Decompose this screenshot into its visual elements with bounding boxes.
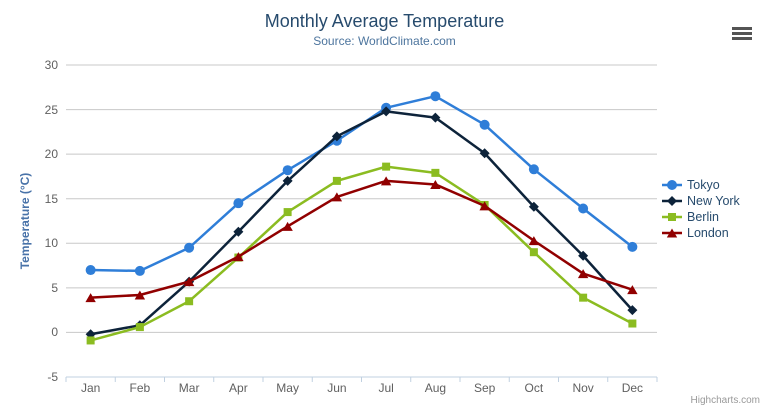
series-tokyo[interactable]: [85, 91, 638, 276]
legend-diamond-marker-icon: [662, 196, 682, 206]
triangle-marker-icon[interactable]: [282, 221, 293, 231]
square-marker-icon[interactable]: [529, 248, 538, 257]
y-axis-label: 30: [44, 58, 58, 72]
triangle-marker-icon[interactable]: [331, 192, 343, 202]
diamond-marker-icon[interactable]: [282, 175, 293, 186]
y-axis-label: 0: [51, 325, 58, 340]
diamond-marker-icon[interactable]: [528, 201, 539, 212]
diamond-marker-icon[interactable]: [331, 131, 342, 142]
legend-triangle-marker-icon: [662, 228, 682, 238]
x-axis-label: May: [276, 381, 299, 395]
circle-marker-icon[interactable]: [667, 180, 677, 190]
diamond-marker-icon[interactable]: [430, 112, 441, 123]
legend-item-berlin[interactable]: Berlin: [662, 209, 740, 225]
x-axis-label: Dec: [621, 381, 644, 395]
diamond-marker-icon[interactable]: [627, 305, 638, 316]
y-axis-label: -5: [47, 370, 58, 384]
square-marker-icon[interactable]: [283, 208, 292, 217]
y-axis-label: 25: [44, 102, 58, 117]
circle-marker-icon[interactable]: [233, 198, 244, 209]
series-new-york[interactable]: [85, 106, 638, 340]
square-marker-icon[interactable]: [579, 293, 588, 302]
x-axis-label: Jul: [378, 381, 394, 395]
legend-square-marker-icon: [662, 213, 682, 221]
credits-link[interactable]: Highcharts.com: [690, 395, 760, 406]
circle-marker-icon[interactable]: [627, 241, 638, 252]
export-menu-button[interactable]: [730, 20, 760, 46]
circle-marker-icon[interactable]: [134, 265, 145, 276]
circle-marker-icon[interactable]: [430, 91, 441, 102]
diamond-marker-icon[interactable]: [381, 106, 392, 117]
y-axis-label: 5: [51, 280, 58, 295]
x-axis-label: Oct: [524, 381, 544, 395]
triangle-marker-icon[interactable]: [666, 228, 678, 238]
square-marker-icon[interactable]: [382, 162, 391, 171]
triangle-marker-icon[interactable]: [479, 201, 490, 211]
square-marker-icon[interactable]: [431, 168, 440, 177]
x-axis-label: Mar: [178, 381, 200, 395]
series-line-berlin[interactable]: [89, 165, 634, 342]
x-axis-label: Sep: [473, 381, 496, 395]
diamond-marker-icon[interactable]: [667, 196, 677, 206]
diamond-marker-icon[interactable]: [233, 226, 244, 237]
legend-label: New York: [687, 194, 740, 208]
legend-item-tokyo[interactable]: Tokyo: [662, 177, 740, 193]
series-line-london[interactable]: [89, 179, 634, 299]
legend-item-london[interactable]: London: [662, 225, 740, 241]
series-line-tokyo[interactable]: [89, 94, 634, 273]
x-axis-label: Aug: [424, 381, 447, 395]
triangle-marker-icon[interactable]: [430, 179, 441, 189]
chart-subtitle: Source: WorldClimate.com: [313, 34, 456, 48]
circle-marker-icon[interactable]: [578, 203, 589, 214]
legend-label: Tokyo: [687, 178, 720, 192]
square-marker-icon[interactable]: [185, 297, 194, 306]
triangle-marker-icon[interactable]: [528, 236, 540, 246]
x-axis-label: Feb: [129, 381, 151, 395]
circle-marker-icon[interactable]: [85, 265, 96, 276]
triangle-marker-icon[interactable]: [183, 277, 195, 287]
circle-marker-icon[interactable]: [479, 119, 490, 130]
chart-title: Monthly Average Temperature: [264, 11, 505, 31]
y-axis-label: 10: [44, 236, 58, 251]
square-marker-icon[interactable]: [668, 213, 676, 221]
diamond-marker-icon[interactable]: [578, 250, 589, 261]
x-axis-label: Nov: [572, 381, 594, 395]
x-axis-label: Apr: [229, 381, 248, 395]
legend-label: London: [687, 226, 729, 240]
triangle-marker-icon[interactable]: [577, 269, 589, 279]
x-axis-label: Jan: [80, 381, 101, 395]
legend-circle-marker-icon: [662, 180, 682, 190]
triangle-marker-icon[interactable]: [233, 252, 244, 262]
triangle-marker-icon[interactable]: [85, 293, 96, 303]
legend: Tokyo New York Berlin London: [662, 177, 740, 241]
square-marker-icon[interactable]: [86, 336, 95, 345]
y-axis-label: 20: [44, 147, 58, 162]
y-axis-label: 15: [44, 191, 58, 206]
series-line-new-york[interactable]: [89, 110, 634, 336]
circle-marker-icon[interactable]: [282, 165, 293, 176]
square-marker-icon[interactable]: [135, 323, 144, 332]
square-marker-icon[interactable]: [628, 319, 637, 328]
series-london[interactable]: [85, 176, 638, 303]
circle-marker-icon[interactable]: [184, 242, 195, 253]
diamond-marker-icon[interactable]: [479, 148, 490, 159]
triangle-marker-icon[interactable]: [380, 176, 392, 186]
triangle-marker-icon[interactable]: [134, 290, 146, 300]
legend-label: Berlin: [687, 210, 719, 224]
circle-marker-icon[interactable]: [528, 164, 539, 175]
triangle-marker-icon[interactable]: [627, 285, 638, 295]
legend-item-new-york[interactable]: New York: [662, 193, 740, 209]
square-marker-icon[interactable]: [332, 176, 341, 185]
x-axis-label: Jun: [327, 381, 347, 395]
